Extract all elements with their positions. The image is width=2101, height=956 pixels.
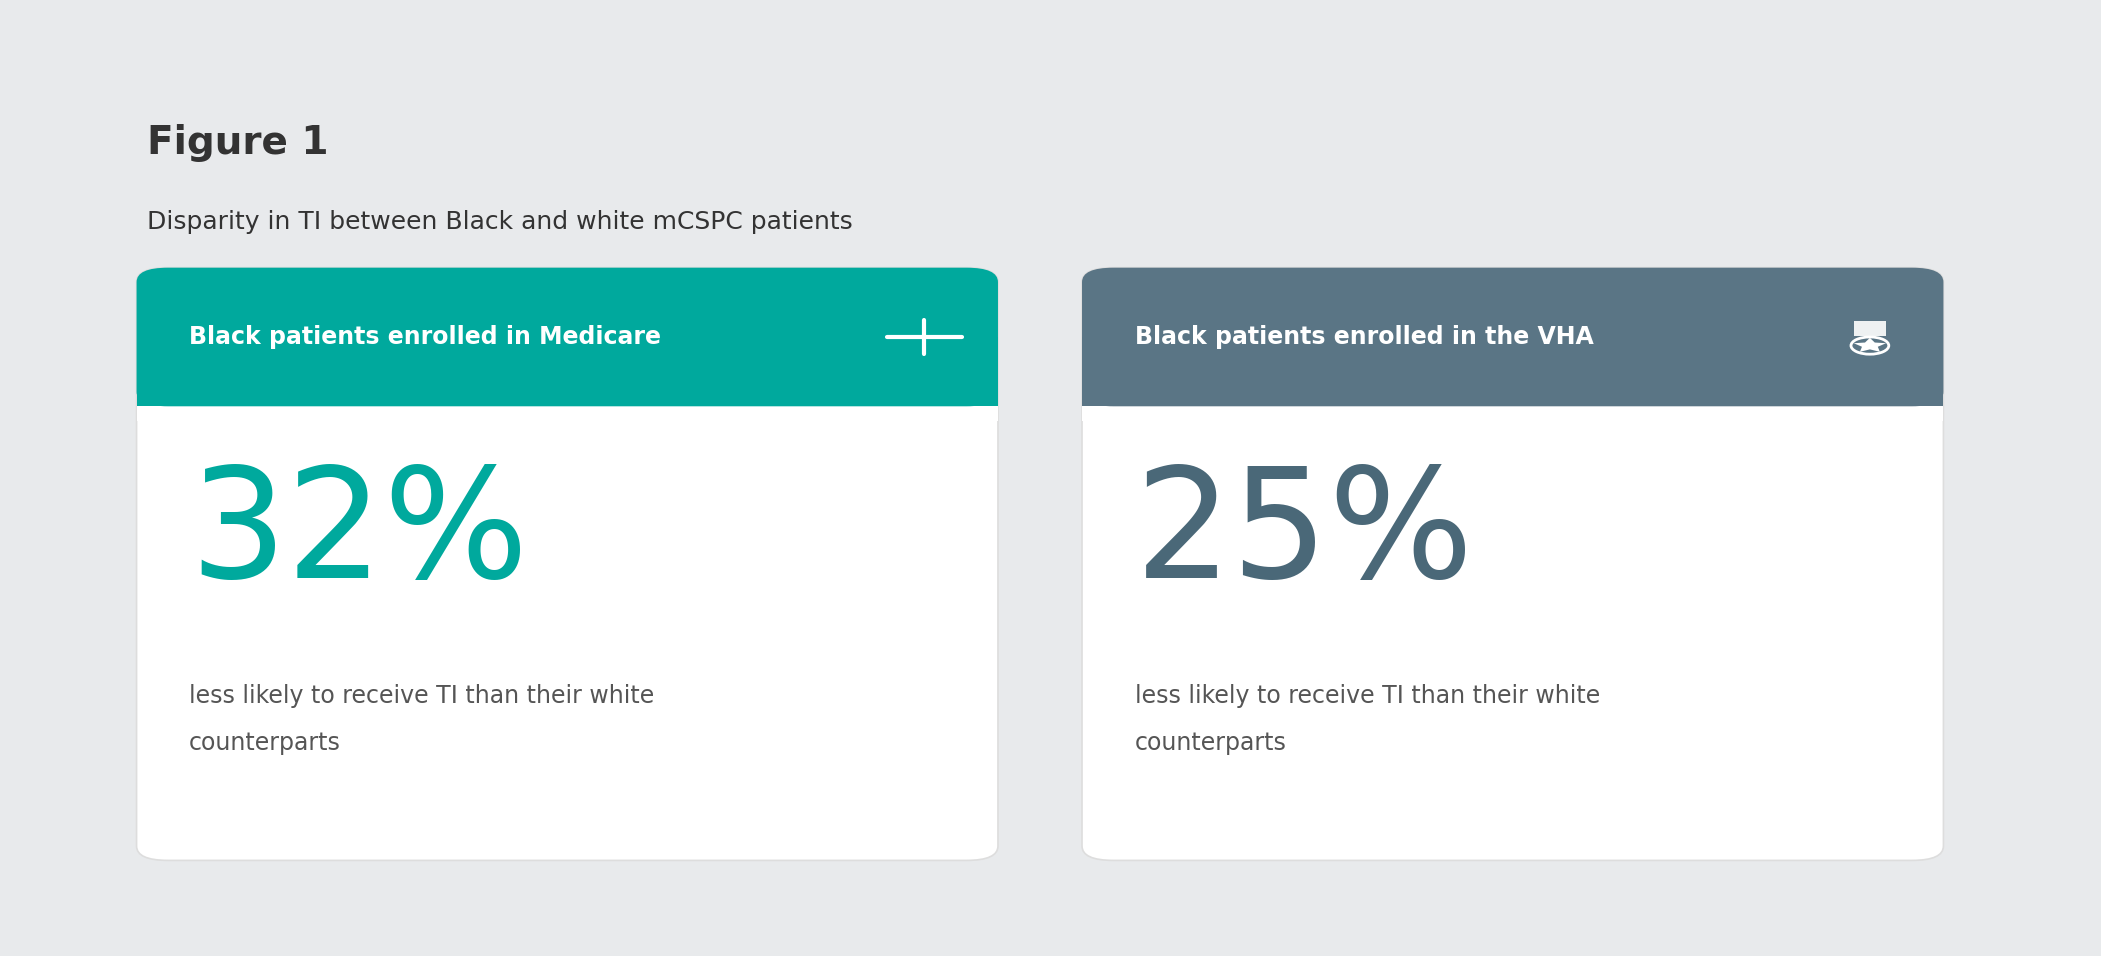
- Bar: [1876, 320, 1887, 337]
- Text: counterparts: counterparts: [1135, 731, 1286, 755]
- Bar: [1082, 406, 1943, 421]
- Polygon shape: [1853, 337, 1887, 352]
- Bar: [1853, 320, 1864, 337]
- Text: Figure 1: Figure 1: [147, 124, 328, 163]
- FancyBboxPatch shape: [1082, 268, 1943, 406]
- Text: Black patients enrolled in Medicare: Black patients enrolled in Medicare: [189, 325, 662, 349]
- Text: Black patients enrolled in the VHA: Black patients enrolled in the VHA: [1135, 325, 1593, 349]
- FancyBboxPatch shape: [137, 268, 998, 860]
- Text: 32%: 32%: [189, 461, 529, 610]
- Text: Disparity in TI between Black and white mCSPC patients: Disparity in TI between Black and white …: [147, 210, 853, 234]
- Bar: [137, 337, 998, 406]
- Text: less likely to receive TI than their white: less likely to receive TI than their whi…: [189, 684, 653, 707]
- Bar: [1864, 320, 1876, 337]
- Bar: [1082, 337, 1943, 406]
- FancyBboxPatch shape: [1082, 268, 1943, 860]
- Text: 25%: 25%: [1135, 461, 1475, 610]
- Text: less likely to receive TI than their white: less likely to receive TI than their whi…: [1135, 684, 1599, 707]
- FancyBboxPatch shape: [137, 268, 998, 406]
- Bar: [137, 406, 998, 421]
- Text: counterparts: counterparts: [189, 731, 340, 755]
